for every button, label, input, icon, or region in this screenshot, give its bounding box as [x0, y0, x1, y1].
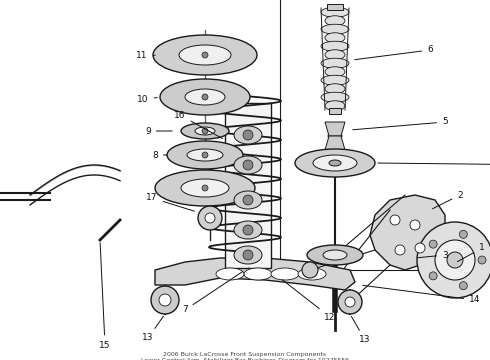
Ellipse shape — [234, 191, 262, 209]
Text: 15: 15 — [99, 243, 111, 350]
Circle shape — [345, 297, 355, 307]
Ellipse shape — [155, 170, 255, 206]
Ellipse shape — [271, 268, 299, 280]
Ellipse shape — [234, 156, 262, 174]
Circle shape — [478, 256, 486, 264]
Ellipse shape — [181, 179, 229, 197]
Ellipse shape — [216, 268, 244, 280]
Text: 2006 Buick LaCrosse Front Suspension Components
Lower Control Arm, Stabilizer Ba: 2006 Buick LaCrosse Front Suspension Com… — [141, 352, 349, 360]
Ellipse shape — [321, 92, 349, 102]
Text: 14: 14 — [363, 285, 481, 305]
Ellipse shape — [321, 41, 349, 51]
Ellipse shape — [234, 221, 262, 239]
Text: 12: 12 — [282, 280, 336, 321]
Circle shape — [338, 290, 362, 314]
Ellipse shape — [307, 245, 363, 265]
Circle shape — [202, 94, 208, 100]
Circle shape — [202, 52, 208, 58]
Ellipse shape — [328, 132, 342, 140]
Circle shape — [415, 243, 425, 253]
Ellipse shape — [195, 127, 215, 135]
Circle shape — [390, 215, 400, 225]
Text: 16: 16 — [174, 111, 222, 139]
Text: 17: 17 — [146, 194, 195, 211]
Circle shape — [435, 240, 475, 280]
Ellipse shape — [181, 123, 229, 139]
Polygon shape — [325, 122, 345, 136]
Circle shape — [202, 128, 208, 134]
Circle shape — [202, 152, 208, 158]
Circle shape — [459, 230, 467, 238]
Ellipse shape — [160, 79, 250, 115]
Polygon shape — [370, 195, 445, 270]
Circle shape — [395, 245, 405, 255]
Polygon shape — [325, 136, 345, 150]
Ellipse shape — [185, 89, 225, 105]
Circle shape — [243, 225, 253, 235]
Bar — [327, 4, 343, 10]
Text: 9: 9 — [145, 126, 172, 135]
Text: 6: 6 — [355, 45, 433, 60]
Ellipse shape — [298, 268, 326, 280]
Text: 13: 13 — [351, 316, 371, 345]
Polygon shape — [155, 258, 355, 290]
Text: 7: 7 — [182, 271, 243, 315]
Ellipse shape — [244, 268, 272, 280]
Ellipse shape — [325, 67, 345, 77]
Ellipse shape — [234, 126, 262, 144]
Ellipse shape — [179, 45, 231, 65]
Ellipse shape — [325, 101, 345, 111]
Circle shape — [159, 294, 171, 306]
Circle shape — [243, 250, 253, 260]
Circle shape — [447, 252, 463, 268]
Ellipse shape — [325, 16, 345, 26]
Text: 3: 3 — [418, 251, 448, 260]
Bar — [329, 108, 341, 114]
Ellipse shape — [323, 250, 347, 260]
Text: 5: 5 — [353, 117, 448, 130]
Bar — [225, 103, 271, 268]
Text: 10: 10 — [137, 95, 157, 104]
Ellipse shape — [329, 160, 341, 166]
Text: 4: 4 — [378, 161, 490, 170]
Text: 2: 2 — [433, 190, 463, 209]
Text: 11: 11 — [136, 51, 155, 60]
Circle shape — [429, 272, 437, 280]
Ellipse shape — [321, 7, 349, 17]
Ellipse shape — [321, 24, 349, 34]
Ellipse shape — [321, 75, 349, 85]
Ellipse shape — [153, 35, 257, 75]
Circle shape — [459, 282, 467, 290]
Circle shape — [243, 195, 253, 205]
Text: 8: 8 — [152, 150, 167, 159]
Circle shape — [151, 286, 179, 314]
Circle shape — [243, 160, 253, 170]
Text: 13: 13 — [142, 316, 163, 342]
Ellipse shape — [167, 141, 243, 169]
Circle shape — [302, 262, 318, 278]
Ellipse shape — [187, 149, 223, 161]
Circle shape — [417, 222, 490, 298]
Circle shape — [243, 130, 253, 140]
Ellipse shape — [325, 50, 345, 60]
Circle shape — [202, 185, 208, 191]
Ellipse shape — [325, 33, 345, 43]
Ellipse shape — [234, 246, 262, 264]
Circle shape — [205, 213, 215, 223]
Circle shape — [410, 220, 420, 230]
Ellipse shape — [325, 84, 345, 94]
Ellipse shape — [321, 58, 349, 68]
Text: 1: 1 — [458, 243, 485, 262]
Ellipse shape — [313, 155, 357, 171]
Circle shape — [429, 240, 437, 248]
Circle shape — [198, 206, 222, 230]
Ellipse shape — [295, 149, 375, 177]
